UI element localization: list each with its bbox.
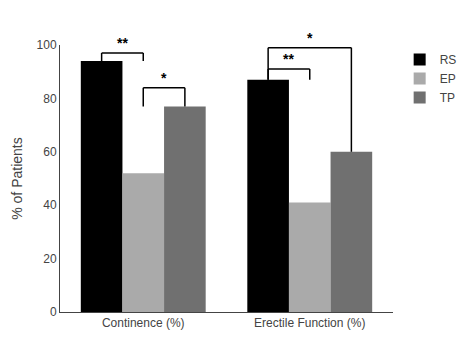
svg-text:*: *	[307, 30, 313, 46]
svg-text:**: **	[117, 35, 128, 51]
svg-text:60: 60	[43, 145, 57, 159]
svg-text:% of Patients: % of Patients	[9, 137, 25, 220]
svg-text:RS: RS	[440, 53, 457, 67]
svg-text:80: 80	[43, 92, 57, 106]
svg-text:*: *	[161, 70, 167, 86]
svg-text:Erectile Function (%): Erectile Function (%)	[254, 316, 365, 330]
svg-text:TP: TP	[440, 91, 455, 105]
svg-text:20: 20	[43, 252, 57, 266]
svg-text:EP: EP	[440, 72, 456, 86]
svg-text:0: 0	[50, 305, 57, 319]
svg-text:40: 40	[43, 198, 57, 212]
svg-text:100: 100	[37, 38, 57, 52]
svg-text:**: **	[283, 51, 294, 67]
svg-text:Continence (%): Continence (%)	[102, 316, 185, 330]
